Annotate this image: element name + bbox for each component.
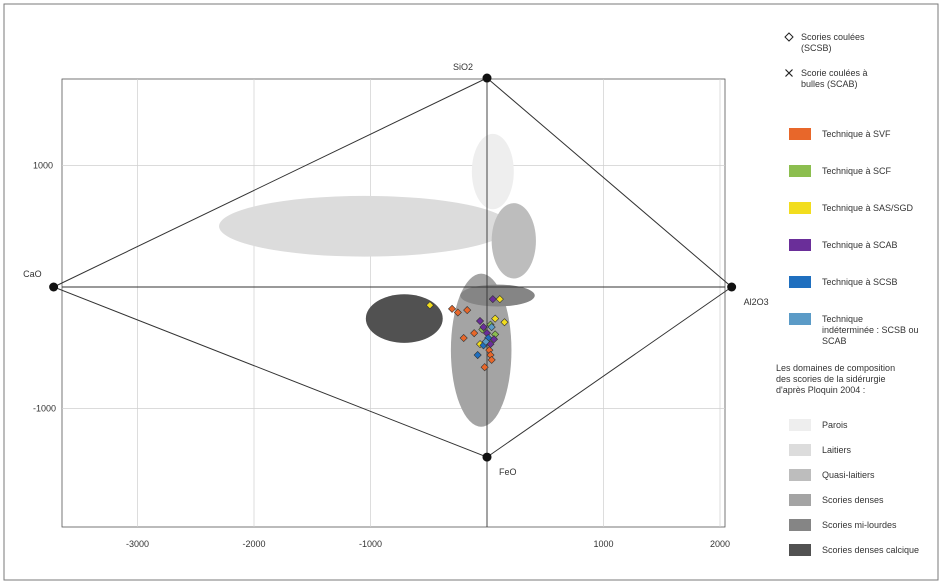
data-point [459,334,468,343]
legend-swatch [789,419,811,431]
data-point [479,323,488,332]
legend-title: Les domaines de composition [776,363,895,373]
legend-swatch [789,494,811,506]
data-point [488,295,497,304]
legend-swatch [789,202,811,214]
data-points [425,295,509,372]
x-tick-label: -3000 [126,539,149,549]
domain-ellipse [460,284,535,307]
legend-label: indéterminée : SCSB ou [822,325,919,335]
vertex-point-right [727,282,737,292]
legend-label: bulles (SCAB) [801,79,858,89]
legend-label: Technique à SVF [822,129,891,139]
legend-label: Scories denses [822,495,884,505]
legend-swatch [789,444,811,456]
legend-swatch [789,165,811,177]
legend-label: Scories coulées [801,32,865,42]
legend: Scories coulées(SCSB) Scorie coulées àbul… [776,32,919,556]
data-point [470,329,479,338]
data-point [491,314,500,323]
legend-label: Technique à SCSB [822,277,898,287]
vertex-point-top [482,73,492,83]
data-point [475,316,485,326]
data-point [463,306,472,315]
axes: SiO2 CaO Al2O3 FeO [23,62,769,527]
domain-ellipse [471,133,514,210]
y-tick-label: -1000 [33,404,56,414]
legend-swatch [789,276,811,288]
vertex-point-bottom [482,452,492,462]
x-tick-label: -2000 [242,539,265,549]
legend-label: Technique [822,314,863,324]
legend-label: Technique à SCF [822,166,892,176]
data-point [480,363,489,372]
data-point [487,355,496,364]
grid-lines [62,79,725,527]
vertex-label-bottom: FeO [499,467,517,477]
legend-cross-marker [785,69,793,77]
data-point [487,323,496,332]
domain-ellipse [219,195,511,257]
legend-swatch [789,544,811,556]
tick-labels: -3000 -2000 -1000 1000 2000 1000 -1000 [33,161,730,550]
domain-ellipse [365,294,443,343]
x-tick-label: 1000 [593,539,613,549]
legend-swatch [789,239,811,251]
legend-swatch [789,313,811,325]
vertex-label-top: SiO2 [453,62,473,72]
vertex-point-left [49,282,59,292]
legend-label: Technique à SAS/SGD [822,203,914,213]
legend-label: Technique à SCAB [822,240,898,250]
vertex-label-left: CaO [23,269,42,279]
legend-diamond-marker [784,32,794,42]
legend-label: Scories mi-lourdes [822,520,897,530]
legend-label: Scorie coulées à [801,68,868,78]
data-point [495,295,504,304]
data-point [473,351,482,360]
data-point [453,308,462,317]
legend-swatch [789,519,811,531]
legend-label: Laitiers [822,445,852,455]
domain-ellipse [491,203,536,279]
y-tick-label: 1000 [33,161,53,171]
data-point [425,301,434,310]
legend-title: d'après Ploquin 2004 : [776,385,865,395]
legend-label: (SCSB) [801,43,832,53]
legend-label: Quasi-laitiers [822,470,875,480]
legend-label: Scories denses calcique [822,545,919,555]
legend-label: Parois [822,420,848,430]
x-tick-label: 2000 [710,539,730,549]
data-point [500,318,509,327]
data-point [481,337,490,346]
data-point [448,304,457,313]
legend-swatch [789,469,811,481]
vertex-label-right: Al2O3 [744,297,769,307]
legend-label: SCAB [822,336,847,346]
legend-swatch [789,128,811,140]
legend-title: des scories de la sidérurgie [776,374,886,384]
x-tick-label: -1000 [359,539,382,549]
